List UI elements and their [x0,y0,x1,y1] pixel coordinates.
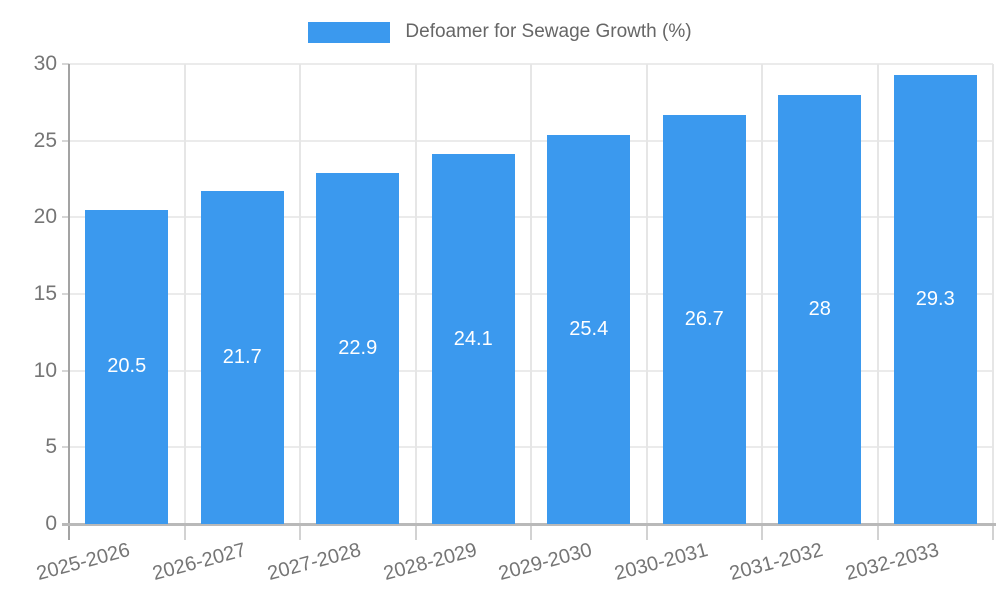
bar-value-label: 29.3 [915,287,955,310]
x-axis-tick-label: 2026-2027 [149,539,248,586]
bar[interactable]: 24.1 [431,154,515,524]
y-tick-mark [62,369,69,372]
x-axis-line [62,523,996,526]
legend-swatch [308,21,391,43]
bar-value-label: 21.7 [222,346,262,369]
x-tick-mark [876,524,879,540]
x-gridline [530,64,532,524]
bar[interactable]: 25.4 [547,134,631,524]
y-axis-tick-label: 25 [33,128,57,152]
x-axis-tick-label: 2025-2026 [34,539,133,586]
y-axis-tick-label: 10 [33,358,57,382]
bar-value-label: 20.5 [107,355,147,378]
x-axis-tick-label: 2031-2032 [727,539,826,586]
y-axis-line [68,64,70,540]
y-axis-tick-label: 0 [45,512,57,535]
x-tick-mark [645,524,648,540]
bar-value-label: 22.9 [338,336,378,359]
bar[interactable]: 20.5 [85,209,169,524]
y-tick-mark [62,446,69,449]
x-gridline [992,64,994,524]
y-axis-tick-label: 30 [33,52,57,75]
y-tick-mark [62,293,69,295]
x-tick-mark [530,524,532,540]
x-gridline [299,64,301,524]
bar-value-label: 28 [808,297,831,320]
bar-value-label: 24.1 [453,327,493,350]
y-axis-tick-label: 5 [45,435,57,459]
y-tick-mark [62,139,69,142]
y-axis-tick-label: 15 [33,282,57,305]
x-tick-mark [992,524,994,540]
bar[interactable]: 22.9 [316,172,400,524]
y-axis-tick-label: 20 [33,205,57,229]
x-tick-mark [761,524,763,540]
x-gridline [876,64,879,524]
bar[interactable]: 26.7 [662,114,746,524]
legend-label: Defoamer for Sewage Growth (%) [405,21,692,42]
x-axis-tick-label: 2032-2033 [842,539,941,586]
x-tick-mark [299,524,301,540]
x-axis-tick-label: 2027-2028 [265,539,364,586]
bar[interactable]: 28 [778,94,862,524]
bar-value-label: 26.7 [684,307,724,330]
x-tick-mark [183,524,186,540]
bar-value-label: 25.4 [569,317,609,340]
chart-legend[interactable]: Defoamer for Sewage Growth (%) [0,21,1000,43]
x-gridline [645,64,648,524]
x-axis-tick-label: 2030-2031 [611,539,710,586]
x-axis-tick-label: 2028-2029 [380,539,479,586]
bar[interactable]: 29.3 [893,74,977,524]
x-gridline [414,64,417,524]
bar[interactable]: 21.7 [200,191,284,524]
x-gridline [761,64,763,524]
x-axis-tick-label: 2029-2030 [496,539,595,586]
x-gridline [183,64,186,524]
y-tick-mark [62,216,69,219]
y-tick-mark [62,63,69,65]
x-tick-mark [414,524,417,540]
